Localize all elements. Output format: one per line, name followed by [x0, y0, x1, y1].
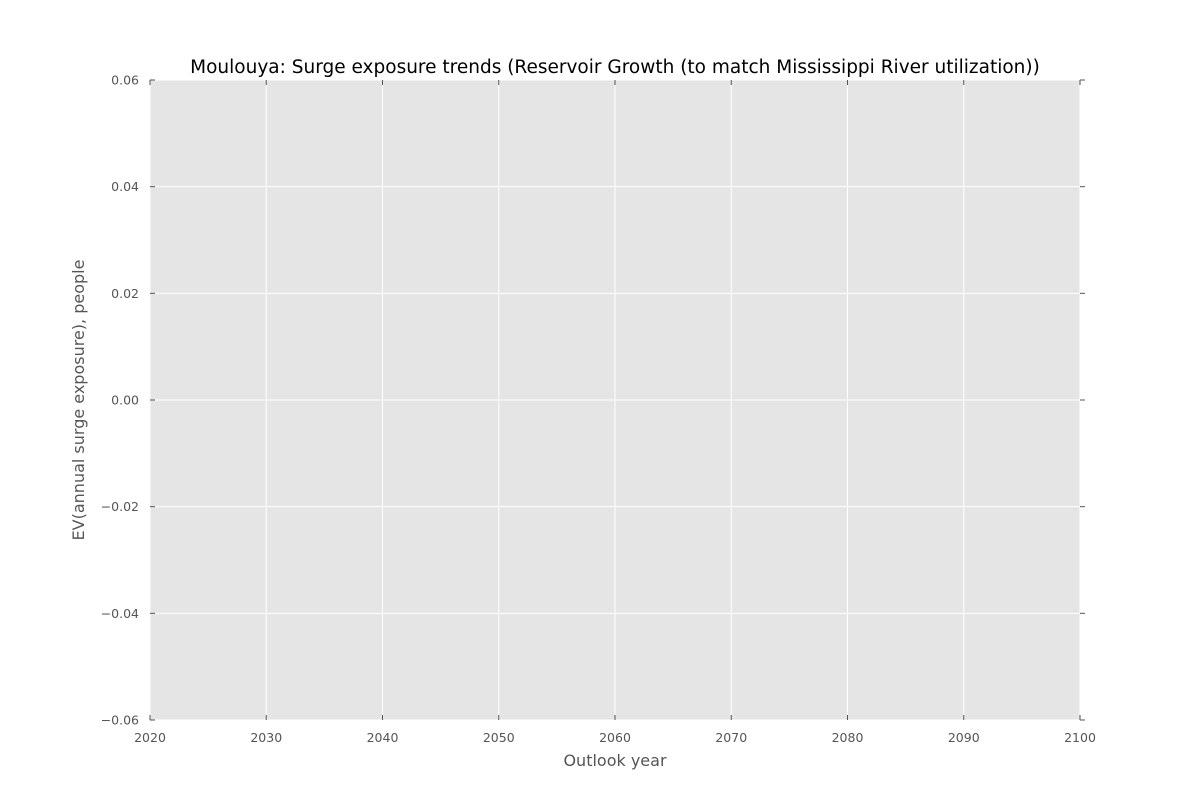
x-tick-label: 2030 — [250, 730, 282, 745]
x-tick-label: 2080 — [832, 730, 864, 745]
x-tick-label: 2070 — [715, 730, 747, 745]
x-tick-label: 2100 — [1064, 730, 1096, 745]
x-tick-label: 2090 — [948, 730, 980, 745]
y-tick-label: −0.02 — [101, 499, 139, 514]
x-tick-label: 2050 — [483, 730, 515, 745]
chart-title: Moulouya: Surge exposure trends (Reservo… — [190, 57, 1040, 78]
y-axis-label: EV(annual surge exposure), people — [69, 260, 88, 541]
y-tick-label: 0.02 — [111, 286, 139, 301]
y-tick-label: −0.04 — [101, 606, 139, 621]
y-tick-label: −0.06 — [101, 713, 139, 728]
x-tick-label: 2020 — [134, 730, 166, 745]
x-axis-label: Outlook year — [563, 751, 667, 770]
axis-ticks: 2020 2030 2040 2050 2060 2070 2080 2090 2100 −0.0… — [101, 73, 1096, 746]
y-tick-label: 0.00 — [111, 393, 139, 408]
x-tick-label: 2060 — [599, 730, 631, 745]
x-tick-label: 2040 — [367, 730, 399, 745]
y-tick-label: 0.04 — [111, 179, 139, 194]
y-tick-label: 0.06 — [111, 73, 139, 88]
